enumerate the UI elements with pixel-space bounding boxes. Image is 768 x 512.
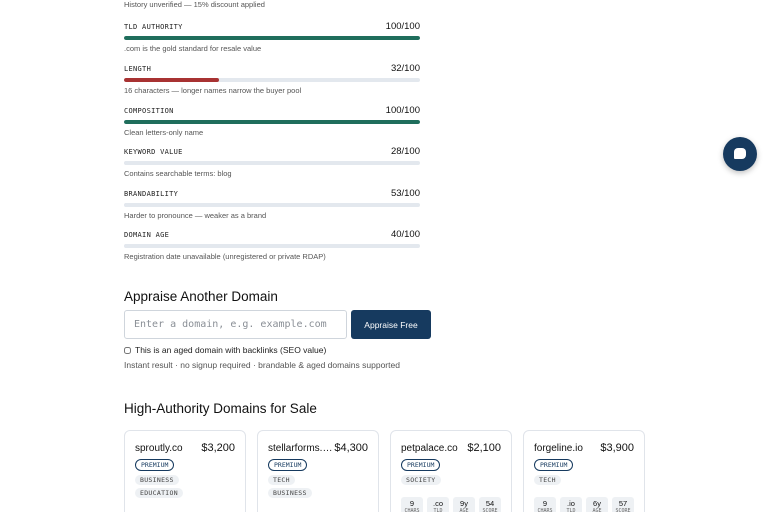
card-domain-name[interactable]: sproutly.co bbox=[135, 443, 183, 454]
card-price: $3,200 bbox=[201, 442, 235, 454]
card-stat: .io TLD bbox=[560, 497, 582, 512]
card-stat: 57 SCORE bbox=[612, 497, 634, 512]
card-price: $2,100 bbox=[467, 442, 501, 454]
aged-domain-checkbox[interactable] bbox=[124, 346, 131, 354]
metric-bar bbox=[124, 244, 420, 248]
card-stats: 9 CHARS .co TLD 9y AGE 54 SCORE bbox=[401, 497, 501, 512]
category-tag: BUSINESS bbox=[135, 475, 179, 485]
metric-label: KEYWORD VALUE bbox=[124, 148, 183, 156]
card-stat: 9 CHARS bbox=[534, 497, 556, 512]
metric-score: 53/100 bbox=[390, 188, 420, 199]
premium-badge: PREMIUM bbox=[268, 459, 308, 471]
metric-length: LENGTH 32/100 16 characters — longer names… bbox=[124, 63, 420, 95]
metric-domain-age: DOMAIN AGE 40/100 Registration date unavai… bbox=[124, 229, 420, 261]
stat-label: AGE bbox=[459, 508, 469, 512]
appraise-title: Appraise Another Domain bbox=[124, 289, 278, 304]
domain-card[interactable]: sproutly.co $3,200 PREMIUM BUSINESS EDUCATIO… bbox=[124, 430, 246, 512]
category-tag: EDUCATION bbox=[135, 488, 183, 498]
metric-bar bbox=[124, 161, 420, 165]
stat-label: TLD bbox=[433, 508, 443, 512]
metric-note: Clean letters-only name bbox=[124, 128, 204, 137]
metric-score: 28/100 bbox=[390, 146, 420, 157]
domain-input[interactable] bbox=[124, 310, 347, 339]
premium-badge: PREMIUM bbox=[135, 459, 175, 471]
aged-domain-option[interactable]: This is an aged domain with backlinks (S… bbox=[124, 345, 326, 355]
stat-label: TLD bbox=[566, 508, 576, 512]
domain-card[interactable]: stellarforms.com$4,300 PREMIUM TECH BUSINES… bbox=[257, 430, 379, 512]
card-stat: 6y AGE bbox=[586, 497, 608, 512]
metric-label: DOMAIN AGE bbox=[124, 231, 170, 239]
chat-button[interactable] bbox=[723, 137, 757, 171]
card-tags: BUSINESS EDUCATION bbox=[135, 475, 235, 498]
appraise-free-button[interactable]: Appraise Free bbox=[351, 310, 431, 339]
card-tags: SOCIETY bbox=[401, 475, 501, 485]
stat-value: 9y bbox=[460, 499, 468, 508]
card-domain-name[interactable]: stellarforms.com bbox=[268, 443, 334, 454]
metric-note: .com is the gold standard for resale val… bbox=[124, 44, 262, 53]
metric-bar-fill bbox=[124, 78, 219, 82]
metric-bar bbox=[124, 203, 420, 207]
stat-label: CHARS bbox=[404, 508, 420, 512]
metric-bar-fill bbox=[124, 203, 281, 207]
metric-note: Harder to pronounce — weaker as a brand bbox=[124, 211, 267, 220]
metric-brandability: BRANDABILITY 53/100 Harder to pronounce — … bbox=[124, 188, 420, 220]
premium-badge: PREMIUM bbox=[534, 459, 574, 471]
chat-bubble-icon bbox=[734, 148, 746, 159]
stat-value: .io bbox=[567, 499, 575, 508]
metric-score: 40/100 bbox=[390, 229, 420, 240]
domain-card[interactable]: petpalace.co $2,100 PREMIUM SOCIETY 9 CHARS .c… bbox=[390, 430, 512, 512]
aged-domain-label: This is an aged domain with backlinks (S… bbox=[135, 345, 327, 355]
stat-label: SCORE bbox=[615, 508, 631, 512]
card-domain-name[interactable]: petpalace.co bbox=[401, 443, 458, 454]
metric-bar bbox=[124, 120, 420, 124]
metric-bar-fill bbox=[124, 244, 243, 248]
metric-label: BRANDABILITY bbox=[124, 190, 179, 198]
card-tags: TECH bbox=[534, 475, 634, 485]
stat-value: .co bbox=[432, 499, 443, 508]
card-stats: 9 CHARS .io TLD 6y AGE 57 SCORE bbox=[534, 497, 634, 512]
stat-value: 9 bbox=[409, 499, 415, 508]
metric-score: 32/100 bbox=[390, 63, 420, 74]
card-price: $4,300 bbox=[334, 442, 368, 454]
instant-result-note: Instant result · no signup required · br… bbox=[124, 360, 400, 370]
card-price: $3,900 bbox=[600, 442, 634, 454]
metric-tld-authority: TLD AUTHORITY 100/100 .com is the gold sta… bbox=[124, 21, 420, 53]
card-stat: .co TLD bbox=[427, 497, 449, 512]
domain-card[interactable]: forgeline.io $3,900 PREMIUM TECH 9 CHARS .io TL… bbox=[523, 430, 645, 512]
stat-value: 9 bbox=[542, 499, 548, 508]
metric-bar-fill bbox=[124, 120, 420, 124]
metric-label: LENGTH bbox=[124, 65, 152, 73]
card-stat: 9y AGE bbox=[453, 497, 475, 512]
metric-note: 16 characters — longer names narrow the … bbox=[124, 86, 302, 95]
sale-title: High-Authority Domains for Sale bbox=[124, 401, 317, 416]
stat-label: SCORE bbox=[482, 508, 498, 512]
metric-note: Contains searchable terms: blog bbox=[124, 169, 232, 178]
metric-bar-fill bbox=[124, 161, 207, 165]
premium-badge: PREMIUM bbox=[401, 459, 441, 471]
stat-value: 54 bbox=[485, 499, 495, 508]
metric-composition: COMPOSITION 100/100 Clean letters-only nam… bbox=[124, 105, 420, 137]
metric-label: TLD AUTHORITY bbox=[124, 23, 183, 31]
metric-bar-fill bbox=[124, 36, 420, 40]
metric-score: 100/100 bbox=[385, 105, 420, 116]
category-tag: SOCIETY bbox=[401, 475, 441, 485]
stat-label: AGE bbox=[592, 508, 602, 512]
metric-note: Registration date unavailable (unregiste… bbox=[124, 252, 326, 261]
category-tag: TECH bbox=[268, 475, 295, 485]
card-domain-name[interactable]: forgeline.io bbox=[534, 443, 583, 454]
stat-value: 6y bbox=[593, 499, 601, 508]
category-tag: TECH bbox=[534, 475, 561, 485]
metric-bar bbox=[124, 36, 420, 40]
card-stat: 54 SCORE bbox=[479, 497, 501, 512]
discount-note: History unverified — 15% discount applie… bbox=[124, 0, 265, 9]
category-tag: BUSINESS bbox=[268, 488, 312, 498]
metric-bar bbox=[124, 78, 420, 82]
stat-value: 57 bbox=[618, 499, 628, 508]
metric-keyword-value: KEYWORD VALUE 28/100 Contains searchable t… bbox=[124, 146, 420, 178]
stat-label: CHARS bbox=[537, 508, 553, 512]
metric-score: 100/100 bbox=[385, 21, 420, 32]
card-stat: 9 CHARS bbox=[401, 497, 423, 512]
metric-label: COMPOSITION bbox=[124, 107, 174, 115]
card-tags: TECH BUSINESS bbox=[268, 475, 368, 498]
